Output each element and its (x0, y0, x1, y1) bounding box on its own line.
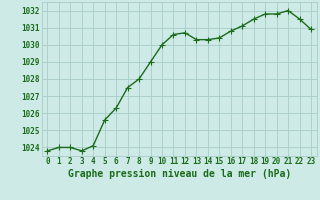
X-axis label: Graphe pression niveau de la mer (hPa): Graphe pression niveau de la mer (hPa) (68, 169, 291, 179)
